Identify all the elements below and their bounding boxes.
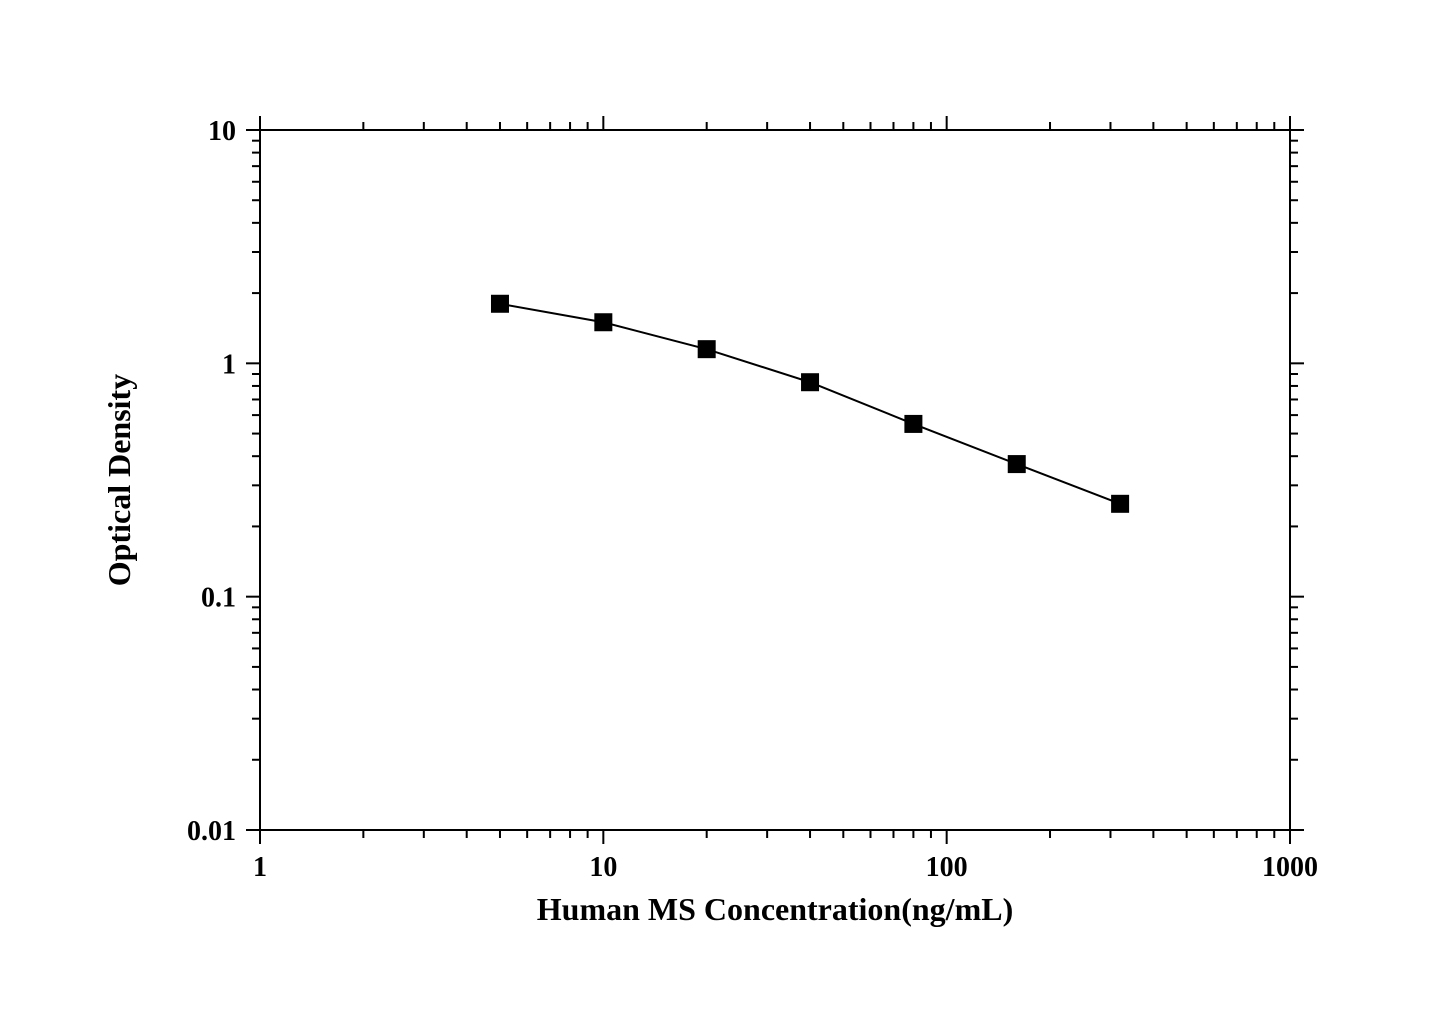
svg-text:Human MS Concentration(ng/mL): Human MS Concentration(ng/mL)	[537, 891, 1013, 927]
svg-text:100: 100	[926, 852, 968, 883]
svg-text:1000: 1000	[1262, 852, 1318, 883]
svg-text:10: 10	[208, 116, 236, 147]
svg-text:0.1: 0.1	[201, 583, 236, 614]
chart-container: 1 10 100 1000 0.01 0.1 1 10 Human MS Concentrati…	[0, 0, 1445, 1009]
svg-text:1: 1	[222, 349, 236, 380]
svg-text:Optical Density: Optical Density	[101, 374, 137, 586]
chart-svg: 1 10 100 1000 0.01 0.1 1 10 Human MS Concentrati…	[0, 0, 1445, 1009]
svg-text:10: 10	[589, 852, 617, 883]
svg-text:0.01: 0.01	[187, 816, 236, 847]
svg-text:1: 1	[253, 852, 267, 883]
